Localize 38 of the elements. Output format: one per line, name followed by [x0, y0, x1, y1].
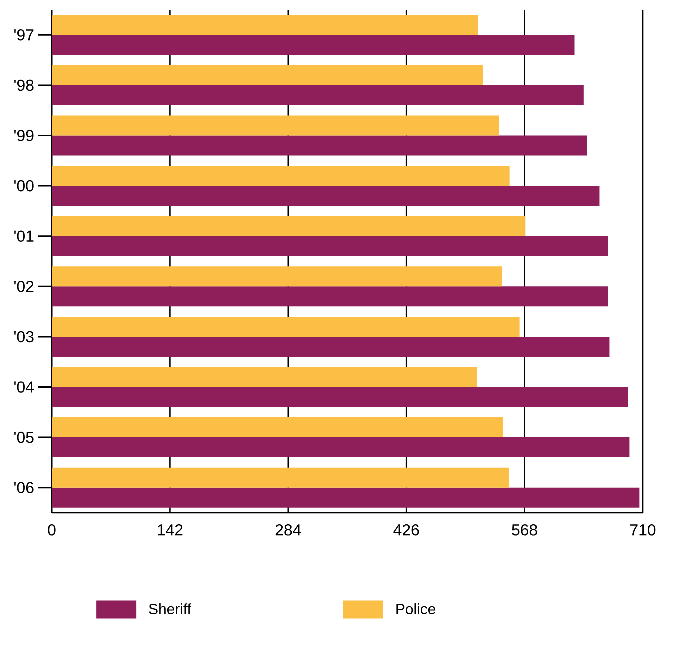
legend-label: Police — [396, 604, 436, 615]
y-tick-label: '03 — [14, 331, 34, 343]
y-tick-label: '01 — [14, 230, 34, 242]
bar — [52, 136, 588, 156]
bar — [52, 488, 640, 508]
bar — [52, 216, 526, 236]
y-tick-label: '02 — [14, 281, 34, 292]
bar — [52, 85, 584, 106]
legend-label: Sheriff — [149, 604, 192, 615]
bar — [52, 286, 608, 307]
bar — [52, 65, 484, 86]
bar — [52, 387, 628, 408]
y-tick-label: '98 — [14, 80, 34, 92]
bar — [52, 186, 600, 206]
y-tick-label: '06 — [14, 482, 34, 494]
bar — [52, 468, 509, 488]
y-tick-label: '97 — [14, 30, 34, 41]
x-tick-label: 710 — [630, 524, 656, 536]
bar — [52, 15, 478, 36]
bar — [52, 266, 502, 287]
y-tick-label: '05 — [14, 432, 34, 444]
x-tick-label: 284 — [276, 524, 302, 536]
bar — [52, 367, 478, 388]
x-tick-label: 142 — [158, 524, 183, 536]
y-tick-label: '04 — [14, 382, 34, 393]
bar — [52, 316, 520, 337]
x-tick-label: 426 — [394, 524, 420, 536]
x-tick-label: 568 — [512, 524, 538, 536]
bar — [52, 166, 510, 186]
bar — [52, 236, 608, 256]
bar — [52, 116, 499, 136]
bar — [52, 438, 630, 458]
x-tick-label: 0 — [48, 524, 56, 536]
y-tick-label: '99 — [14, 130, 34, 142]
y-tick-label: '00 — [14, 180, 34, 192]
bar — [52, 35, 575, 56]
bar — [52, 418, 504, 438]
bar — [52, 336, 610, 357]
